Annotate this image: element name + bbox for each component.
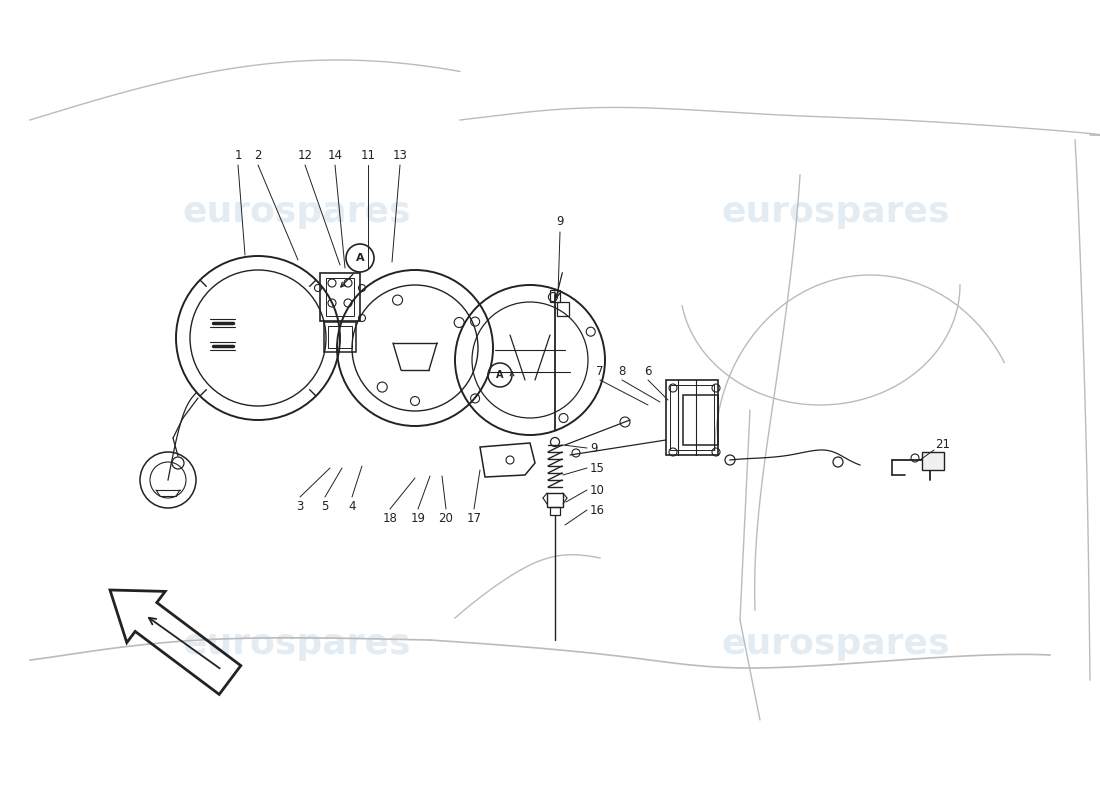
Text: 10: 10 xyxy=(590,483,605,497)
Text: 9: 9 xyxy=(557,215,563,228)
Text: 19: 19 xyxy=(410,512,426,525)
Text: 20: 20 xyxy=(439,512,453,525)
Bar xyxy=(326,278,354,316)
Text: 5: 5 xyxy=(321,500,329,513)
Text: 9: 9 xyxy=(590,442,597,454)
Bar xyxy=(922,452,944,470)
Text: eurospares: eurospares xyxy=(722,627,950,661)
Bar xyxy=(547,493,563,507)
Text: 2: 2 xyxy=(254,149,262,162)
Bar xyxy=(550,290,560,302)
Text: 18: 18 xyxy=(383,512,397,525)
Text: A: A xyxy=(496,370,504,380)
Text: 4: 4 xyxy=(349,500,355,513)
Bar xyxy=(320,273,360,321)
Text: 14: 14 xyxy=(328,149,342,162)
Text: eurospares: eurospares xyxy=(183,195,411,229)
Text: 7: 7 xyxy=(596,365,604,378)
Text: A: A xyxy=(355,253,364,263)
Text: eurospares: eurospares xyxy=(722,195,950,229)
Text: 1: 1 xyxy=(234,149,242,162)
Text: 11: 11 xyxy=(361,149,375,162)
Bar xyxy=(666,380,718,455)
Bar xyxy=(324,322,356,352)
Bar xyxy=(328,326,352,348)
Text: 12: 12 xyxy=(297,149,312,162)
Text: 21: 21 xyxy=(935,438,950,451)
Text: 17: 17 xyxy=(466,512,482,525)
Text: 8: 8 xyxy=(618,365,626,378)
Bar xyxy=(550,507,560,515)
Bar xyxy=(683,395,718,445)
Text: 13: 13 xyxy=(393,149,407,162)
Text: 3: 3 xyxy=(296,500,304,513)
Text: 15: 15 xyxy=(590,462,605,474)
Text: eurospares: eurospares xyxy=(183,627,411,661)
Text: 16: 16 xyxy=(590,503,605,517)
Text: 6: 6 xyxy=(645,365,651,378)
Bar xyxy=(557,302,569,316)
Bar xyxy=(670,385,714,450)
